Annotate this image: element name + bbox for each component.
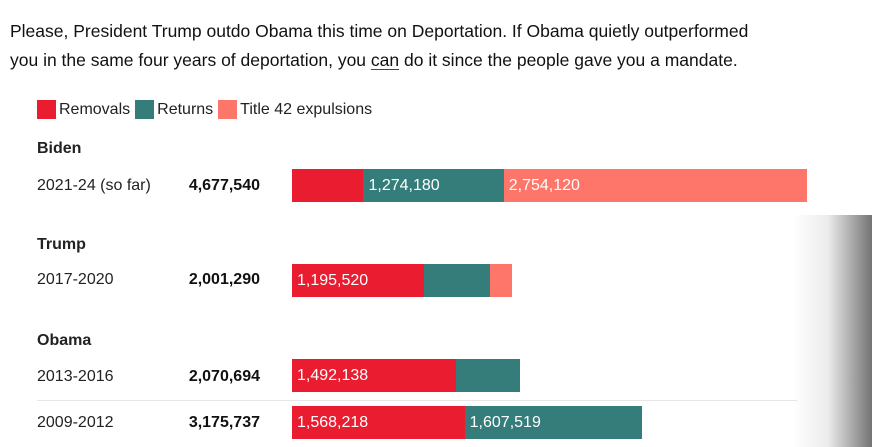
intro-text: Please, President Trump outdo Obama this… bbox=[10, 17, 860, 75]
chart-legend: Removals Returns Title 42 expulsions bbox=[37, 100, 377, 119]
intro-line-2: you in the same four years of deportatio… bbox=[10, 46, 860, 75]
legend-item-removals: Removals bbox=[37, 100, 130, 119]
legend-swatch-title42 bbox=[218, 100, 238, 119]
row-period-obama-2013-2016: 2013-2016 bbox=[37, 368, 114, 385]
bar-obama-2013-2016: 1,492,138 bbox=[292, 359, 520, 392]
row-divider bbox=[37, 400, 797, 401]
bar-biden-2021-24: 1,274,180 2,754,120 bbox=[292, 169, 807, 202]
row-period-biden-2021-24: 2021-24 (so far) bbox=[37, 177, 151, 194]
row-period-trump-2017-2020: 2017-2020 bbox=[37, 271, 114, 288]
row-total-biden-2021-24: 4,677,540 bbox=[188, 177, 260, 194]
row-total-obama-2009-2012: 3,175,737 bbox=[188, 414, 260, 431]
intro-line-1: Please, President Trump outdo Obama this… bbox=[10, 21, 749, 41]
row-total-obama-2013-2016: 2,070,694 bbox=[188, 368, 260, 385]
bar-segment-removals: 1,195,520 bbox=[292, 264, 424, 297]
legend-label-returns: Returns bbox=[157, 100, 214, 118]
bar-value-label: 1,274,180 bbox=[368, 176, 440, 194]
bar-value-label: 1,568,218 bbox=[297, 413, 369, 431]
bar-value-label: 1,607,519 bbox=[469, 413, 541, 431]
row-period-obama-2009-2012: 2009-2012 bbox=[37, 414, 114, 431]
page-curl-shadow bbox=[792, 215, 872, 447]
bar-segment-returns: 1,607,519 bbox=[464, 406, 642, 439]
legend-item-title42: Title 42 expulsions bbox=[218, 100, 372, 119]
bar-segment-returns bbox=[423, 264, 491, 297]
group-title-trump: Trump bbox=[37, 236, 86, 253]
legend-label-removals: Removals bbox=[59, 100, 131, 118]
bar-segment-removals: 1,492,138 bbox=[292, 359, 457, 392]
bar-segment-removals bbox=[292, 169, 364, 202]
legend-swatch-returns bbox=[135, 100, 155, 119]
bar-segment-returns bbox=[456, 359, 520, 392]
bar-value-label: 2,754,120 bbox=[508, 176, 580, 194]
group-title-biden: Biden bbox=[37, 140, 82, 157]
bar-obama-2009-2012: 1,568,218 1,607,519 bbox=[292, 406, 642, 439]
bar-trump-2017-2020: 1,195,520 bbox=[292, 264, 513, 297]
bar-segment-returns: 1,274,180 bbox=[363, 169, 504, 202]
legend-item-returns: Returns bbox=[135, 100, 213, 119]
bar-segment-title42 bbox=[490, 264, 513, 297]
row-total-trump-2017-2020: 2,001,290 bbox=[188, 271, 260, 288]
legend-label-title42: Title 42 expulsions bbox=[240, 100, 373, 118]
legend-swatch-removals bbox=[37, 100, 56, 119]
bar-value-label: 1,492,138 bbox=[297, 366, 369, 384]
bar-value-label: 1,195,520 bbox=[297, 271, 369, 289]
intro-line-2-end: do it since the people gave you a mandat… bbox=[399, 50, 738, 70]
bar-segment-removals: 1,568,218 bbox=[292, 406, 465, 439]
group-title-obama: Obama bbox=[37, 332, 92, 349]
intro-line-2-start: you in the same four years of deportatio… bbox=[10, 50, 371, 70]
intro-underlined-word: can bbox=[370, 50, 400, 70]
bar-segment-title42: 2,754,120 bbox=[503, 169, 807, 202]
